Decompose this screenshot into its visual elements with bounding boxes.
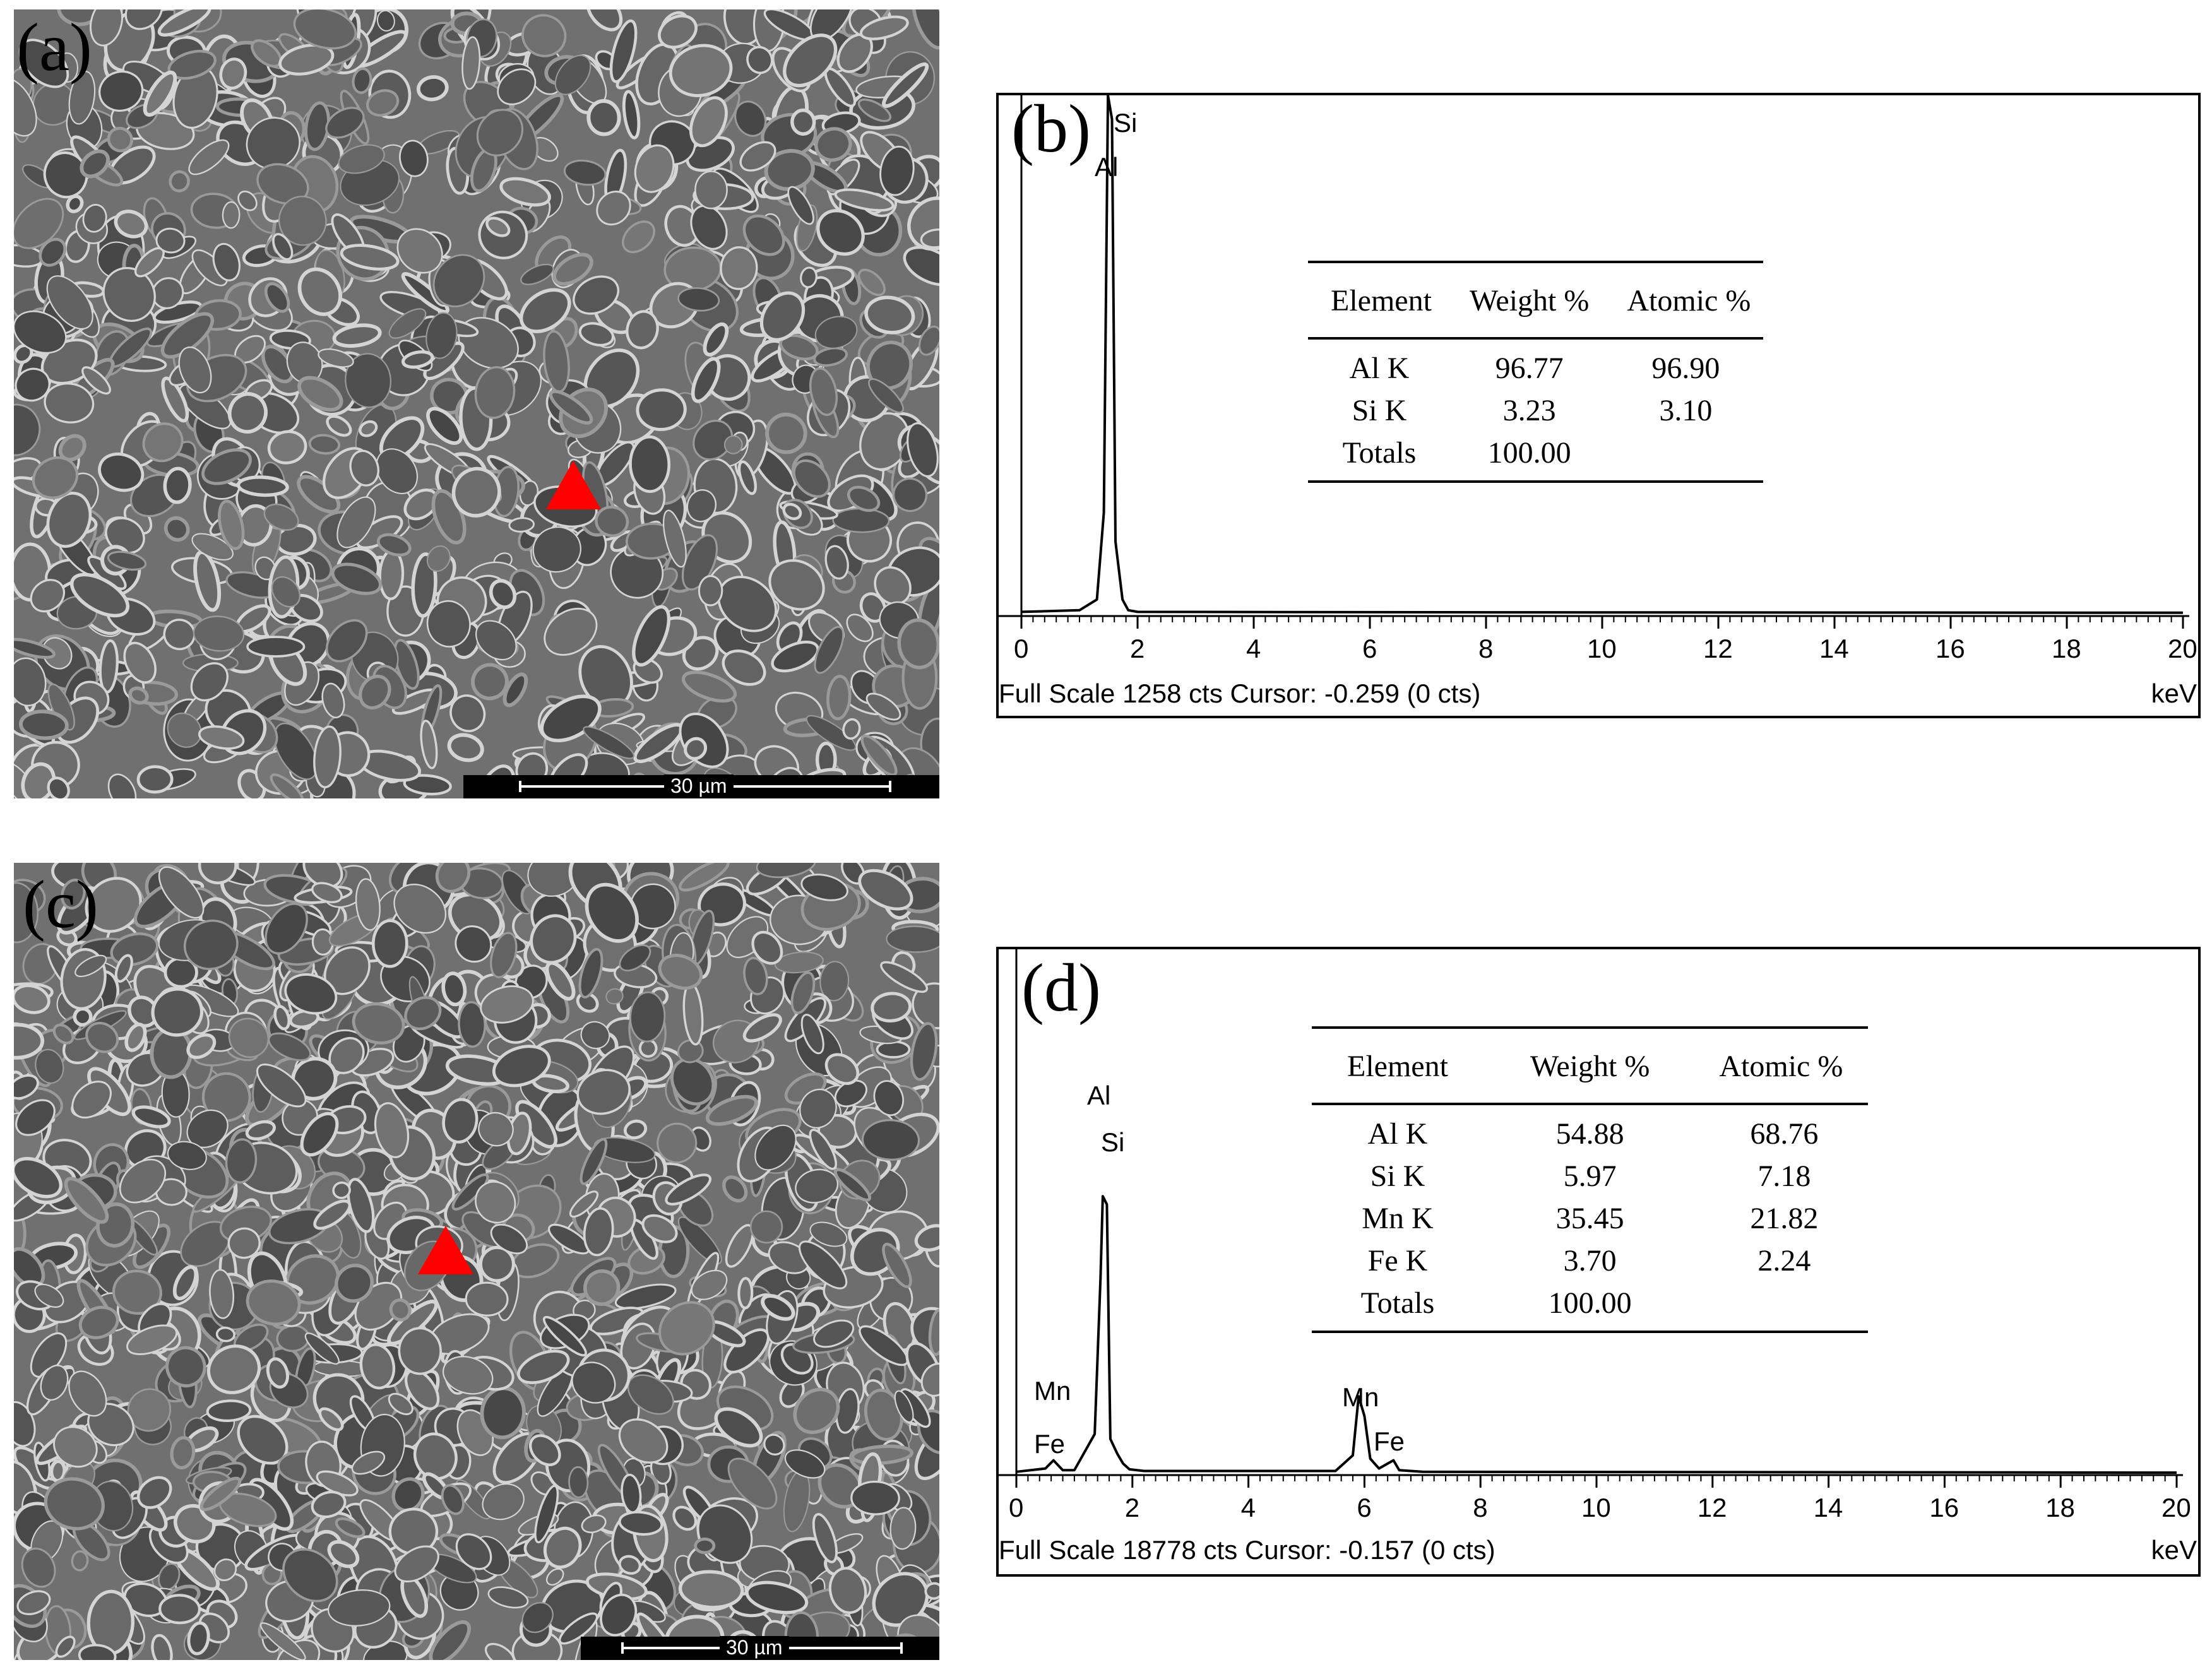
marker-triangle-a — [546, 461, 601, 509]
scalebar-c: 30 µm — [581, 1636, 939, 1660]
table-row: Fe K 3.70 2.24 — [1367, 1244, 1811, 1278]
x-tick-label: 0 — [1014, 634, 1029, 663]
x-tick-label: 12 — [1703, 634, 1733, 663]
x-tick-label: 4 — [1246, 634, 1261, 663]
status-bar-d: Full Scale 18778 cts Cursor: -0.157 (0 c… — [999, 1535, 1495, 1565]
unit-label-b: keV — [2151, 679, 2197, 708]
x-tick-label: 20 — [2168, 634, 2197, 663]
x-tick-label: 20 — [2161, 1493, 2191, 1522]
peak-label-mn-d: Mn — [1034, 1376, 1071, 1406]
panel-label-c: (c) — [23, 867, 98, 942]
table-row: Mn K 35.45 21.82 — [1362, 1202, 1819, 1235]
table-row: Si K 5.97 7.18 — [1370, 1159, 1811, 1193]
table-header: Weight % — [1466, 1026, 1669, 1105]
x-tick-label: 0 — [1009, 1493, 1024, 1522]
spectrum-series-0 — [1016, 1195, 2177, 1474]
x-tick-label: 16 — [1936, 634, 1965, 663]
table-row: Totals 100.00 — [1308, 432, 1764, 483]
scalebar-a: 30 µm — [463, 774, 939, 798]
spectrum-plot-d — [999, 949, 2183, 1488]
peak-label-fe2-d: Fe — [1374, 1426, 1405, 1456]
sem-image-c — [14, 863, 939, 1660]
peak-label-fe-d: Fe — [1034, 1429, 1066, 1459]
status-bar-b: Full Scale 1258 cts Cursor: -0.259 (0 ct… — [999, 679, 1481, 708]
table-header: Element — [1312, 1026, 1467, 1105]
x-tick-label: 14 — [1813, 1493, 1843, 1522]
x-tick-label: 8 — [1478, 634, 1494, 663]
marker-triangle-c — [418, 1226, 473, 1274]
peak-label-si-b: Si — [1114, 108, 1138, 138]
sem-texture-a — [14, 9, 939, 798]
x-tick-label: 10 — [1581, 1493, 1611, 1522]
x-tick-label: 10 — [1587, 634, 1617, 663]
peak-label-al-d: Al — [1087, 1081, 1111, 1110]
peak-label-si-d: Si — [1101, 1127, 1125, 1157]
composition-table-d: Element Weight % Atomic % Al K 54.88 68.… — [1312, 1026, 1869, 1333]
sem-image-a — [14, 9, 939, 798]
x-tick-label: 2 — [1130, 634, 1145, 663]
x-tick-label: 18 — [2052, 634, 2081, 663]
sem-texture-c — [14, 863, 939, 1660]
spectrum-plot-b — [999, 95, 2189, 629]
x-tick-label: 8 — [1473, 1493, 1488, 1522]
unit-label-d: keV — [2151, 1535, 2197, 1565]
table-row: Al K 54.88 68.76 — [1367, 1117, 1819, 1151]
x-tick-label: 6 — [1357, 1493, 1372, 1522]
scalebar-label-c: 30 µm — [720, 1636, 789, 1659]
table-header: Atomic % — [1608, 261, 1764, 340]
table-row: Al K 96.77 96.90 — [1349, 352, 1720, 385]
eds-spectrum-d: (d) Al Si Mn Fe Mn Fe 0 2 4 6 8 10 12 14 16 18 20 … — [996, 947, 2201, 1577]
x-tick-label: 2 — [1124, 1493, 1140, 1522]
composition-table-b: Element Weight % Atomic % Al K 96.77 96.… — [1308, 261, 1764, 483]
table-header: Weight % — [1450, 261, 1608, 340]
x-tick-label: 4 — [1240, 1493, 1256, 1522]
panel-label-b: (b) — [1011, 93, 1091, 167]
panel-label-d: (d) — [1021, 951, 1101, 1026]
table-header: Element — [1308, 261, 1451, 340]
table-header: Atomic % — [1668, 1026, 1869, 1105]
x-tick-label: 16 — [1929, 1493, 1959, 1522]
scalebar-label-a: 30 µm — [664, 774, 734, 798]
table-row: Si K 3.23 3.10 — [1352, 394, 1713, 427]
x-tick-label: 6 — [1362, 634, 1377, 663]
eds-spectrum-b: (b) Si Al 0 2 4 6 8 10 12 14 16 18 20 Full Scale 1… — [996, 93, 2201, 718]
spectrum-series-0 — [1021, 95, 2184, 614]
x-tick-label: 18 — [2045, 1493, 2075, 1522]
x-tick-label: 14 — [1819, 634, 1849, 663]
x-tick-label: 12 — [1697, 1493, 1727, 1522]
panel-label-a: (a) — [16, 10, 92, 85]
table-row: Totals 100.00 — [1312, 1282, 1869, 1333]
